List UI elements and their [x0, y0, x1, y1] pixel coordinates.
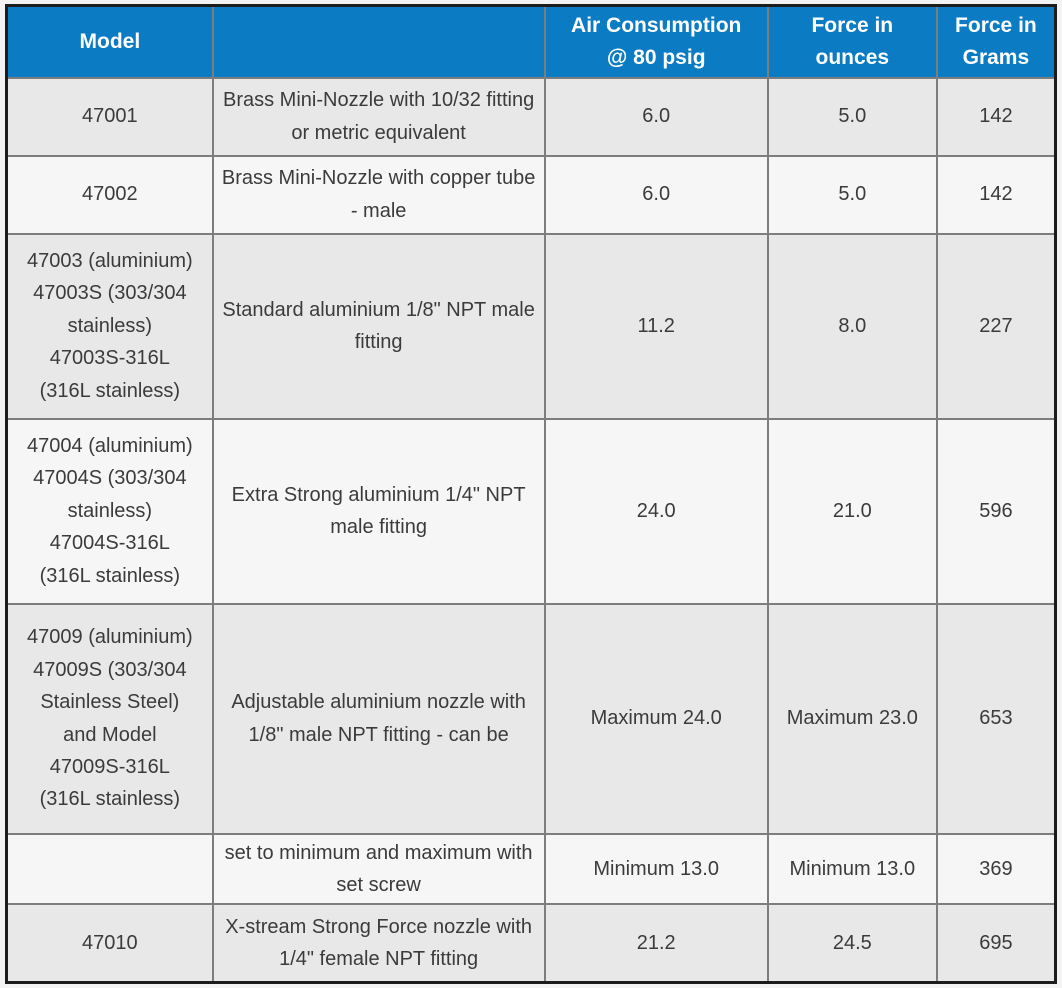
cell-model: 47001	[5, 76, 214, 157]
cell-air-consumption: 24.0	[543, 417, 769, 605]
table-row: 47009 (aluminium) 47009S (303/304 Stainl…	[5, 602, 1057, 835]
cell-force-grams: 596	[935, 417, 1057, 605]
cell-description: Extra Strong aluminium 1/4" NPT male fit…	[211, 417, 546, 605]
cell-description: Brass Mini-Nozzle with copper tube - mal…	[211, 154, 546, 235]
cell-force-ounces: Minimum 13.0	[766, 832, 938, 906]
cell-air-consumption: Maximum 24.0	[543, 602, 769, 835]
cell-force-ounces: 24.5	[766, 903, 938, 984]
cell-model	[5, 832, 214, 906]
cell-force-ounces: 8.0	[766, 232, 938, 420]
cell-description: X-stream Strong Force nozzle with 1/4" f…	[211, 903, 546, 984]
cell-model: 47003 (aluminium) 47003S (303/304 stainl…	[5, 232, 214, 420]
header-air-consumption: Air Consumption @ 80 psig	[543, 4, 769, 79]
table-row: 47001 Brass Mini-Nozzle with 10/32 fitti…	[5, 76, 1057, 157]
header-model: Model	[5, 4, 214, 79]
cell-force-grams: 142	[935, 76, 1057, 157]
cell-air-consumption: 6.0	[543, 154, 769, 235]
table-row: 47010 X-stream Strong Force nozzle with …	[5, 903, 1057, 984]
cell-model: 47009 (aluminium) 47009S (303/304 Stainl…	[5, 602, 214, 835]
cell-force-ounces: Maximum 23.0	[766, 602, 938, 835]
cell-air-consumption: 11.2	[543, 232, 769, 420]
header-description	[211, 4, 546, 79]
cell-model: 47010	[5, 903, 214, 984]
cell-force-ounces: 21.0	[766, 417, 938, 605]
table-row: 47004 (aluminium) 47004S (303/304 stainl…	[5, 417, 1057, 605]
cell-force-ounces: 5.0	[766, 76, 938, 157]
cell-air-consumption: 6.0	[543, 76, 769, 157]
cell-description: Brass Mini-Nozzle with 10/32 fitting or …	[211, 76, 546, 157]
cell-force-grams: 695	[935, 903, 1057, 984]
nozzle-spec-table: Model Air Consumption @ 80 psig Force in…	[5, 4, 1057, 984]
cell-force-grams: 142	[935, 154, 1057, 235]
cell-description: set to minimum and maximum with set scre…	[211, 832, 546, 906]
cell-force-grams: 369	[935, 832, 1057, 906]
table-row: 47003 (aluminium) 47003S (303/304 stainl…	[5, 232, 1057, 420]
header-force-grams: Force in Grams	[935, 4, 1057, 79]
table-row: 47002 Brass Mini-Nozzle with copper tube…	[5, 154, 1057, 235]
header-row: Model Air Consumption @ 80 psig Force in…	[5, 4, 1057, 79]
cell-model: 47004 (aluminium) 47004S (303/304 stainl…	[5, 417, 214, 605]
header-force-ounces: Force in ounces	[766, 4, 938, 79]
cell-force-grams: 227	[935, 232, 1057, 420]
cell-air-consumption: 21.2	[543, 903, 769, 984]
table-row: set to minimum and maximum with set scre…	[5, 832, 1057, 906]
cell-force-ounces: 5.0	[766, 154, 938, 235]
cell-description: Standard aluminium 1/8" NPT male fitting	[211, 232, 546, 420]
cell-air-consumption: Minimum 13.0	[543, 832, 769, 906]
cell-force-grams: 653	[935, 602, 1057, 835]
cell-model: 47002	[5, 154, 214, 235]
cell-description: Adjustable aluminium nozzle with 1/8" ma…	[211, 602, 546, 835]
